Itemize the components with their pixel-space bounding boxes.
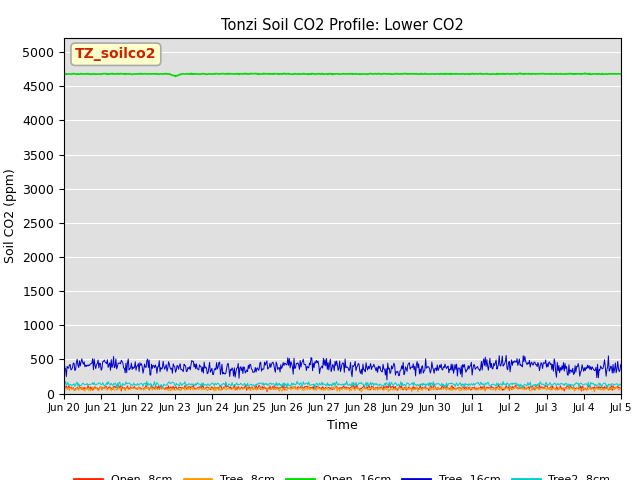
Open -16cm [60, 71, 68, 76]
Tree -16cm [428, 368, 435, 373]
Tree -8cm [60, 384, 68, 390]
Tree2 -8cm [60, 381, 68, 387]
Tree -16cm [184, 365, 192, 371]
Open -16cm [185, 71, 193, 77]
Tree2 -8cm [311, 385, 319, 391]
Tree2 -8cm [343, 378, 351, 384]
Open -8cm [617, 385, 625, 391]
Tree2 -8cm [617, 382, 625, 388]
Tree -16cm [502, 353, 510, 359]
Open -16cm [617, 72, 625, 77]
Open -8cm [263, 389, 271, 395]
Line: Open -16cm: Open -16cm [64, 73, 621, 76]
Tree -16cm [411, 363, 419, 369]
Open -16cm [428, 71, 435, 77]
Text: TZ_soilco2: TZ_soilco2 [75, 47, 157, 61]
Open -8cm [70, 387, 78, 393]
Line: Tree2 -8cm: Tree2 -8cm [64, 381, 621, 388]
Tree -8cm [428, 385, 436, 391]
Tree -16cm [214, 366, 221, 372]
Line: Open -8cm: Open -8cm [64, 383, 621, 392]
Y-axis label: Soil CO2 (ppm): Soil CO2 (ppm) [4, 168, 17, 264]
Tree2 -8cm [412, 382, 419, 387]
Open -8cm [412, 385, 419, 391]
Tree2 -8cm [127, 382, 135, 387]
Open -16cm [70, 71, 78, 76]
Tree -8cm [127, 384, 135, 390]
Title: Tonzi Soil CO2 Profile: Lower CO2: Tonzi Soil CO2 Profile: Lower CO2 [221, 18, 464, 33]
Tree -16cm [60, 358, 68, 363]
Line: Tree -16cm: Tree -16cm [64, 356, 621, 380]
Open -16cm [127, 71, 135, 77]
Open -8cm [428, 385, 436, 391]
Open -16cm [581, 70, 589, 76]
Line: Tree -8cm: Tree -8cm [64, 386, 621, 392]
Tree -8cm [305, 383, 312, 389]
Tree -8cm [184, 387, 192, 393]
Open -16cm [214, 71, 222, 77]
Tree -8cm [358, 389, 365, 395]
Tree -8cm [412, 386, 419, 392]
Tree -16cm [127, 360, 135, 366]
Open -8cm [184, 386, 192, 392]
Tree -16cm [617, 361, 625, 367]
Tree2 -8cm [184, 382, 192, 388]
Open -8cm [60, 384, 68, 390]
Tree -8cm [617, 384, 625, 390]
Tree2 -8cm [70, 381, 78, 386]
Open -16cm [172, 73, 179, 79]
Open -8cm [214, 385, 221, 391]
Tree2 -8cm [428, 381, 436, 386]
Tree -16cm [70, 360, 78, 366]
Tree2 -8cm [214, 380, 221, 386]
Tree -16cm [383, 377, 391, 383]
X-axis label: Time: Time [327, 419, 358, 432]
Tree -8cm [214, 385, 221, 391]
Open -8cm [127, 384, 135, 390]
Open -8cm [222, 380, 230, 386]
Legend: Open -8cm, Tree -8cm, Open -16cm, Tree -16cm, Tree2 -8cm: Open -8cm, Tree -8cm, Open -16cm, Tree -… [70, 470, 615, 480]
Tree -8cm [70, 386, 78, 392]
Open -16cm [411, 71, 419, 77]
